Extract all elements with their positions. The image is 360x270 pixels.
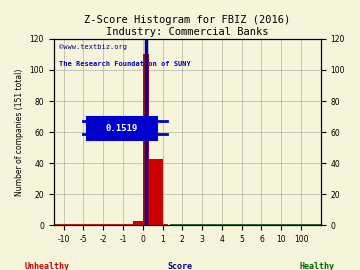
Bar — [149, 158, 163, 225]
FancyBboxPatch shape — [87, 117, 157, 140]
Text: Healthy: Healthy — [299, 262, 334, 270]
Text: Score: Score — [167, 262, 193, 270]
Text: ©www.textbiz.org: ©www.textbiz.org — [59, 44, 127, 50]
Title: Z-Score Histogram for FBIZ (2016)
Industry: Commercial Banks: Z-Score Histogram for FBIZ (2016) Indust… — [84, 15, 291, 37]
Text: Unhealthy: Unhealthy — [24, 262, 69, 270]
Text: The Research Foundation of SUNY: The Research Foundation of SUNY — [59, 61, 191, 67]
Bar — [133, 221, 143, 225]
Y-axis label: Number of companies (151 total): Number of companies (151 total) — [15, 68, 24, 196]
Text: 0.1519: 0.1519 — [106, 124, 138, 133]
Bar — [143, 54, 149, 225]
